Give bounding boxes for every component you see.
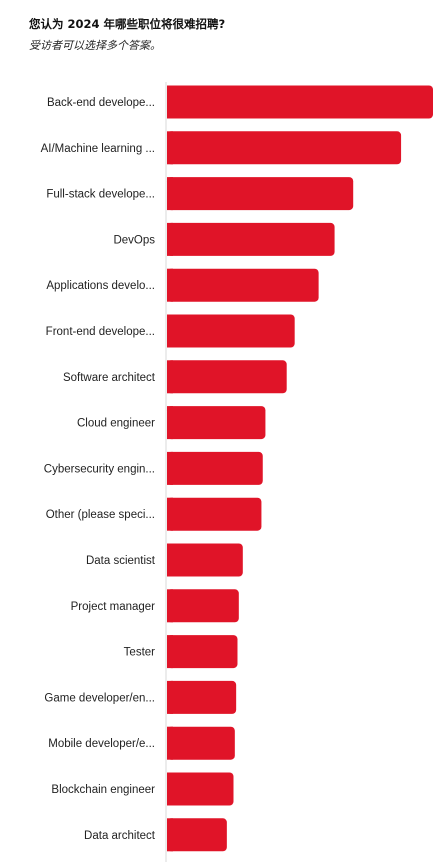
category-label: Full-stack develope... bbox=[46, 189, 155, 201]
bar-left-edge bbox=[167, 268, 173, 302]
category-label: Data scientist bbox=[86, 555, 156, 567]
category-label: AI/Machine learning ... bbox=[41, 143, 155, 155]
bar-left-edge bbox=[167, 406, 173, 440]
bar bbox=[167, 85, 433, 119]
bar bbox=[167, 680, 237, 714]
bar bbox=[167, 726, 235, 760]
category-label: Cloud engineer bbox=[77, 418, 155, 430]
bar-left-edge bbox=[167, 680, 173, 714]
bar-left-edge bbox=[167, 85, 173, 119]
bar-left-edge bbox=[167, 131, 173, 165]
category-label: Other (please speci... bbox=[46, 509, 155, 521]
chart-title: 您认为 2024 年哪些职位将很难招聘? bbox=[29, 17, 226, 31]
bar bbox=[167, 406, 266, 440]
category-label: Applications develo... bbox=[46, 280, 155, 292]
category-label: DevOps bbox=[113, 234, 155, 246]
chart-subtitle: 受访者可以选择多个答案。 bbox=[29, 39, 161, 52]
bar-left-edge bbox=[167, 726, 173, 760]
bar-left-edge bbox=[167, 772, 173, 806]
bar bbox=[167, 177, 354, 211]
category-label: Tester bbox=[124, 647, 155, 659]
bar bbox=[167, 589, 239, 623]
bar bbox=[167, 543, 243, 577]
category-label: Data architect bbox=[84, 830, 156, 842]
bar-left-edge bbox=[167, 177, 173, 211]
bar-left-edge bbox=[167, 222, 173, 256]
category-label: Mobile developer/e... bbox=[48, 738, 155, 750]
category-labels: Back-end develope... AI/Machine learning … bbox=[41, 97, 156, 842]
bar-left-edge bbox=[167, 818, 173, 852]
category-label: Front-end develope... bbox=[46, 326, 155, 338]
bar-left-edge bbox=[167, 635, 173, 669]
bar bbox=[167, 222, 335, 256]
bars bbox=[167, 85, 433, 852]
bar bbox=[167, 360, 287, 394]
bar-left-edge bbox=[167, 451, 173, 485]
category-label: Blockchain engineer bbox=[51, 784, 155, 796]
bar bbox=[167, 268, 319, 302]
category-label: Cybersecurity engin... bbox=[44, 463, 155, 475]
bar-left-edge bbox=[167, 360, 173, 394]
category-label: Game developer/en... bbox=[44, 692, 155, 704]
bar-left-edge bbox=[167, 543, 173, 577]
category-label: Software architect bbox=[63, 372, 156, 384]
bar bbox=[167, 497, 262, 531]
bar bbox=[167, 314, 295, 348]
bar bbox=[167, 451, 263, 485]
bar bbox=[167, 818, 227, 852]
category-label: Back-end develope... bbox=[47, 97, 155, 109]
bar-left-edge bbox=[167, 589, 173, 623]
bar bbox=[167, 772, 234, 806]
bar bbox=[167, 635, 238, 669]
bar bbox=[167, 131, 402, 165]
bar-left-edge bbox=[167, 314, 173, 348]
category-label: Project manager bbox=[71, 601, 156, 613]
bar-left-edge bbox=[167, 497, 173, 531]
